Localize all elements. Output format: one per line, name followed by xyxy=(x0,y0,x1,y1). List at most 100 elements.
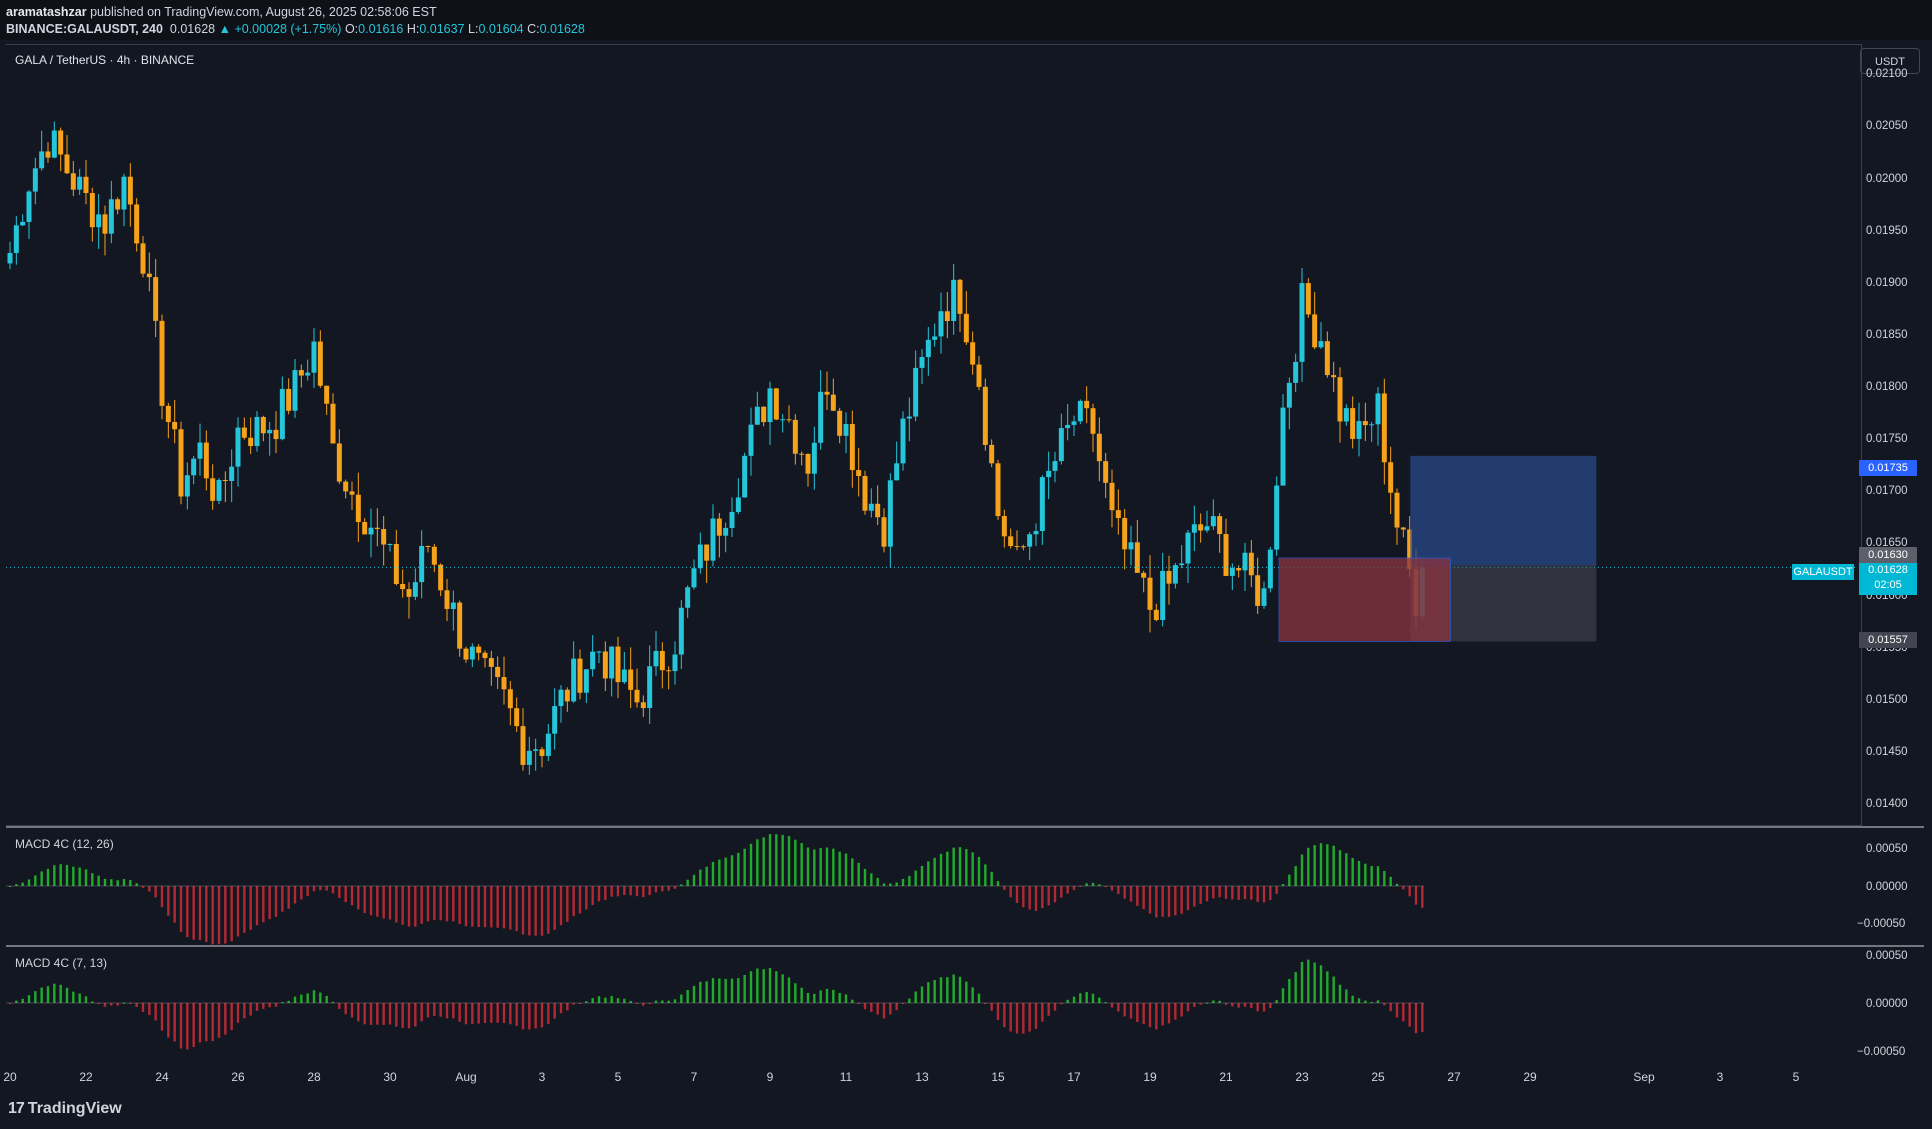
tradingview-logo[interactable]: 17 TradingView xyxy=(8,1100,122,1118)
candle xyxy=(1312,314,1318,348)
candle xyxy=(716,518,722,536)
time-axis-label: 9 xyxy=(766,1070,774,1084)
candle xyxy=(26,191,32,222)
macd-bar xyxy=(1319,965,1323,1003)
macd-bar xyxy=(262,1003,265,1009)
stop-price-tag: 0.01557 xyxy=(1859,632,1917,648)
macd-bar xyxy=(1414,886,1418,905)
macd-7-13-label[interactable]: MACD 4C (7, 13) xyxy=(15,956,108,970)
macd-bar xyxy=(572,1003,575,1005)
candle xyxy=(862,476,868,511)
macd-bar xyxy=(1142,1003,1145,1024)
macd-bar xyxy=(1231,886,1234,900)
macd-bar xyxy=(572,886,575,917)
ohlc-line: BINANCE:GALAUSDT, 240 0.01628 ▲ +0.00028… xyxy=(6,22,585,36)
macd-bar xyxy=(800,843,803,886)
macd-bar xyxy=(654,886,658,893)
publisher-user[interactable]: aramatashzar xyxy=(6,5,87,19)
macd-bar xyxy=(889,883,892,886)
macd-bar xyxy=(730,855,734,886)
candle xyxy=(856,470,862,477)
candle xyxy=(400,583,406,590)
macd-bar xyxy=(1395,883,1399,886)
macd-bar xyxy=(686,990,689,1003)
macd-bar xyxy=(458,1003,461,1022)
time-axis-label: 5 xyxy=(1792,1070,1800,1084)
candle xyxy=(596,651,602,653)
macd-bar xyxy=(1408,886,1411,897)
macd-bar xyxy=(192,1003,195,1048)
macd-bar xyxy=(1053,886,1057,903)
macd-bar xyxy=(749,843,753,886)
macd-bar xyxy=(1148,886,1152,914)
macd-bar xyxy=(629,1000,632,1003)
price-axis-label: 0.01700 xyxy=(1866,485,1908,498)
macd-bar xyxy=(895,882,898,886)
macd-bar xyxy=(274,1003,278,1007)
candle xyxy=(1229,568,1235,576)
candle xyxy=(1115,510,1121,519)
candle xyxy=(419,545,425,583)
macd-bar xyxy=(477,886,480,928)
macd-bar xyxy=(1167,886,1171,917)
candle xyxy=(279,388,285,440)
price-axis-label: 0.01900 xyxy=(1866,276,1908,289)
macd-bar xyxy=(876,1003,879,1015)
candle xyxy=(894,463,900,481)
macd-bar xyxy=(566,1003,569,1011)
macd-bar xyxy=(1022,886,1025,908)
macd-bar xyxy=(34,991,37,1003)
candle xyxy=(1286,382,1292,408)
time-axis-label: 30 xyxy=(383,1070,397,1084)
macd-bar xyxy=(401,1003,404,1028)
candle xyxy=(248,437,254,447)
macd-bar xyxy=(1307,959,1310,1003)
candle xyxy=(1210,516,1216,527)
macd-bar xyxy=(540,1003,544,1028)
candle xyxy=(780,419,786,421)
macd-12-26-label[interactable]: MACD 4C (12, 26) xyxy=(15,837,114,851)
macd-bar xyxy=(1421,886,1424,908)
macd-bar xyxy=(591,998,594,1003)
macd-bar xyxy=(1262,1003,1266,1012)
macd-bar xyxy=(749,971,753,1003)
macd-bar xyxy=(338,886,341,898)
candle xyxy=(906,416,912,419)
macd1-axis-zero: 0.00000 xyxy=(1866,881,1908,893)
macd-bar xyxy=(452,886,455,922)
time-axis-label: 15 xyxy=(991,1070,1005,1084)
macd-bar xyxy=(927,861,930,886)
currency-button[interactable]: USDT xyxy=(1860,48,1920,74)
macd-bar xyxy=(129,879,132,886)
macd-bar xyxy=(724,978,727,1003)
time-axis-label: 11 xyxy=(839,1070,853,1084)
candle xyxy=(349,491,355,495)
candle xyxy=(387,543,393,545)
candle xyxy=(621,669,627,683)
macd-bar xyxy=(1091,993,1095,1003)
macd-bar xyxy=(471,1003,474,1024)
chart-pane-border xyxy=(6,44,1862,826)
macd-bar xyxy=(198,886,202,941)
candle xyxy=(1331,375,1337,378)
candle xyxy=(20,221,26,226)
candle xyxy=(70,173,76,190)
macd-bar xyxy=(236,886,240,937)
macd-bar xyxy=(338,1003,341,1009)
candle xyxy=(1001,516,1007,537)
macd-bar xyxy=(65,987,69,1003)
macd-bar xyxy=(1180,1003,1183,1017)
macd-bar xyxy=(490,1003,493,1023)
macd-bar xyxy=(952,974,955,1003)
candle xyxy=(1096,433,1102,462)
candle xyxy=(558,689,564,707)
macd-bar xyxy=(1243,1003,1247,1007)
macd-bar xyxy=(597,996,601,1003)
macd-bar xyxy=(737,978,740,1003)
candle xyxy=(121,176,127,210)
macd-bar xyxy=(718,978,721,1003)
candle xyxy=(1160,570,1166,621)
macd-bar xyxy=(471,886,474,927)
macd-bar xyxy=(1224,886,1228,899)
